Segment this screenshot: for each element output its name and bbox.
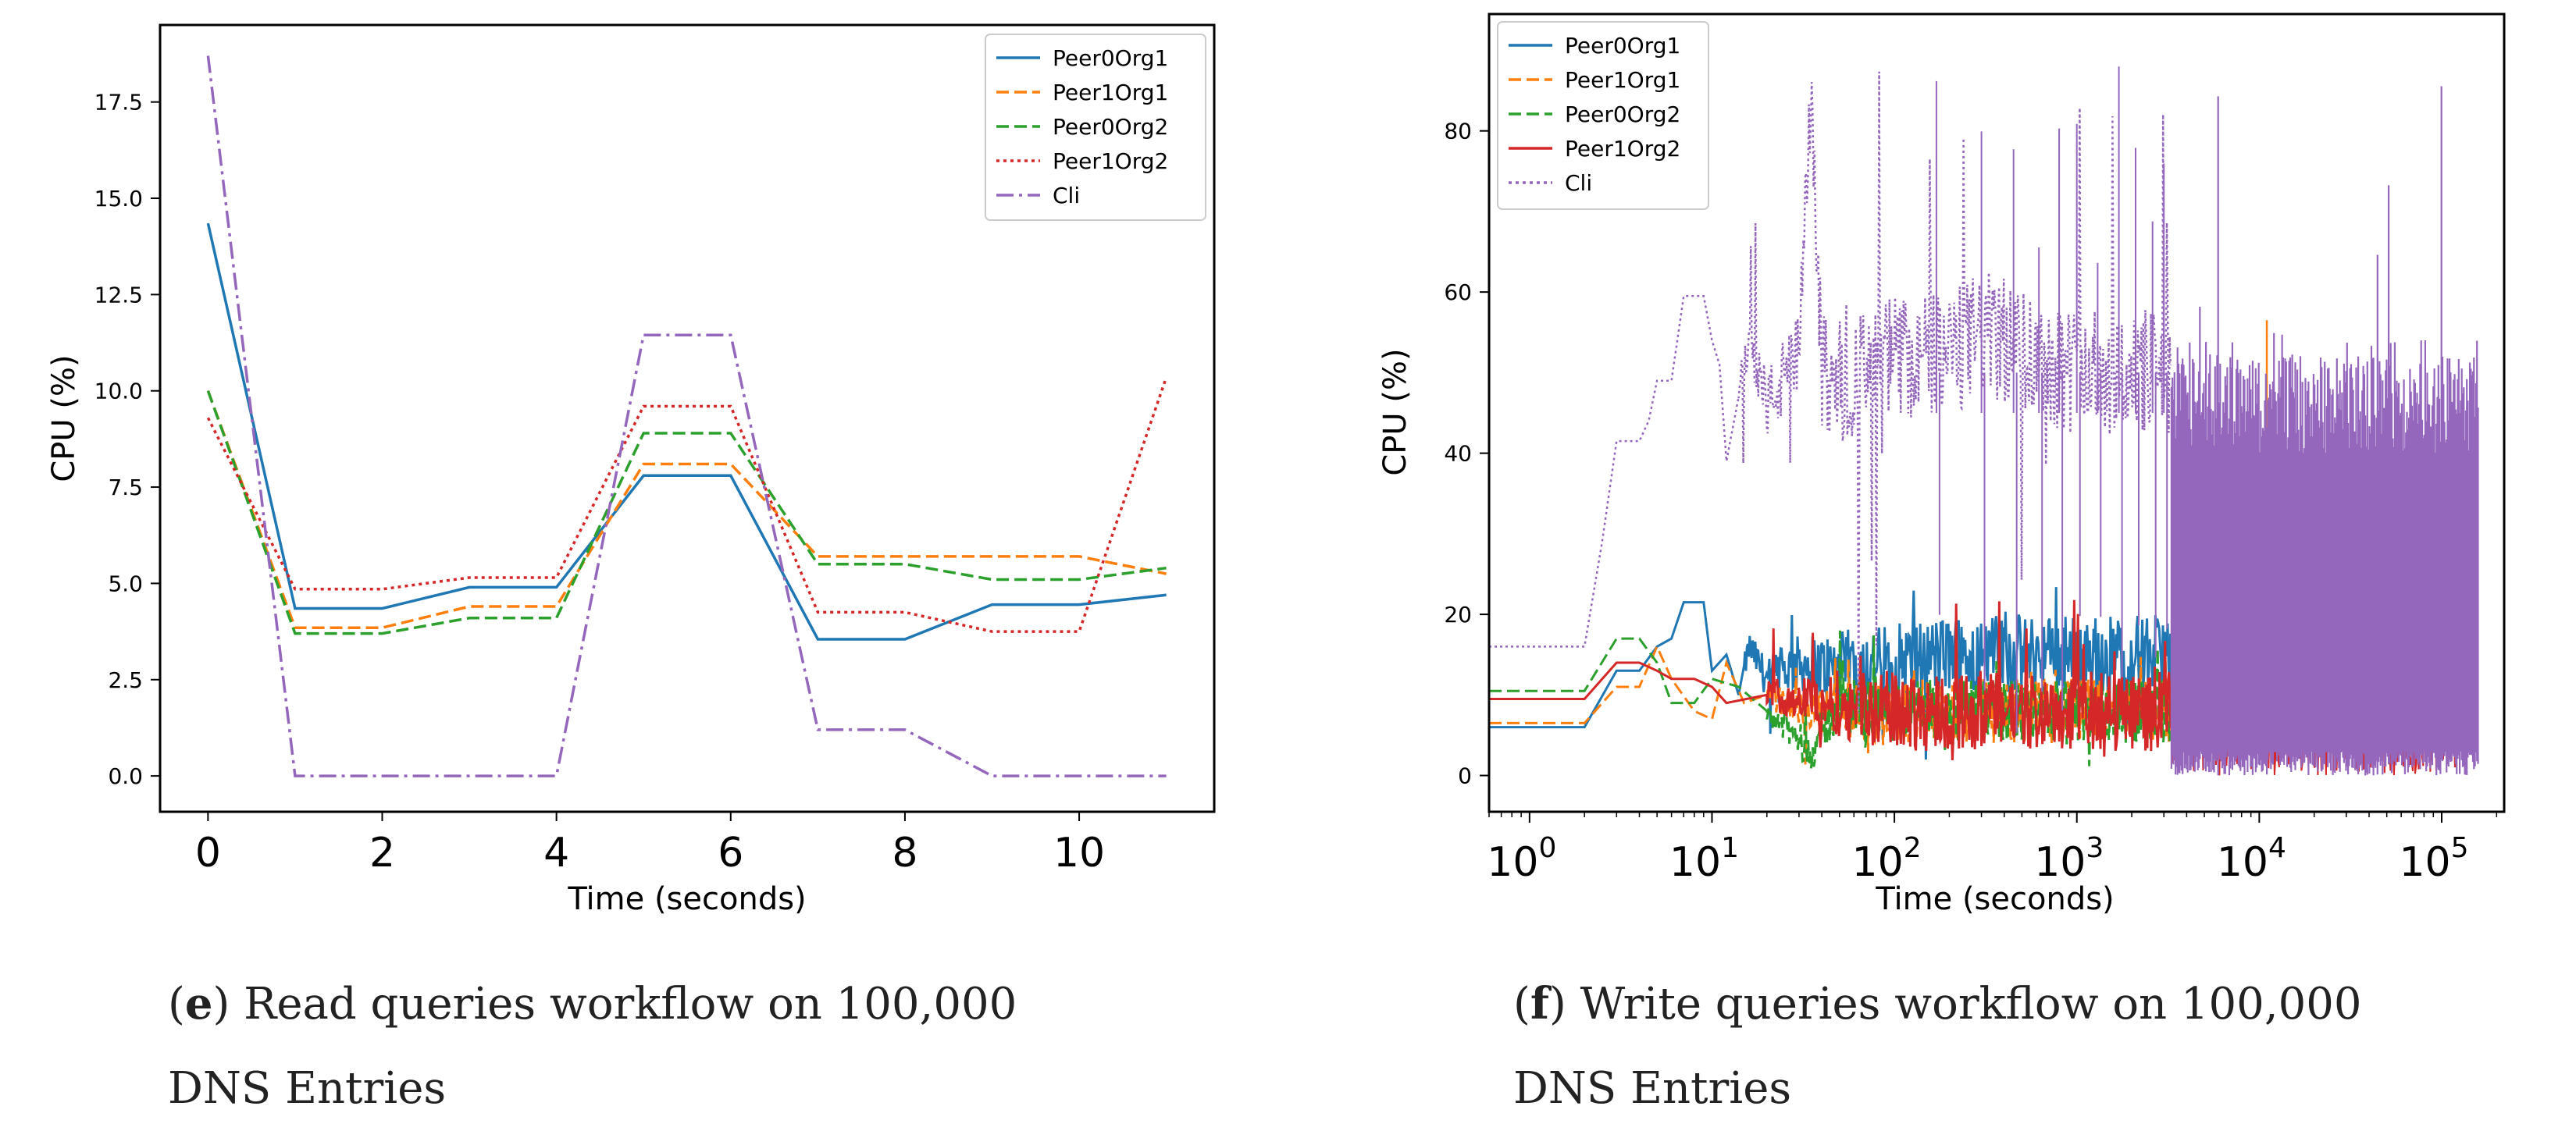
series-line-peer0org2	[206, 390, 1167, 635]
x-tick-label-left: 2	[369, 830, 395, 877]
legend-label-left: Peer1Org1	[1053, 80, 1168, 105]
y-axis-label-right: CPU (%)	[1377, 348, 1413, 475]
y-tick-label-left: 10.0	[94, 379, 143, 404]
series-line-peer1org1	[206, 390, 1167, 629]
right-ticks: 100 101 102 103 104 105 0 20 40 60 80	[1444, 119, 2498, 886]
legend-label-left: Cli	[1053, 183, 1080, 208]
legend-label-right: Peer1Org1	[1565, 67, 1680, 93]
series-line-cli	[206, 55, 1167, 777]
left-ticks: 0 2 4 6 8 10 0.0 2.5 5.0 7.5 10.0 12.5 15.0 17.5	[94, 90, 1105, 877]
x-axis-label-right: Time (seconds)	[1875, 881, 2114, 917]
left-series	[206, 55, 1168, 777]
right-series	[1489, 66, 2479, 776]
x-tick-label-right: 103	[2034, 832, 2104, 886]
legend-box-left	[985, 34, 1206, 221]
y-tick-label-left: 2.5	[108, 667, 143, 693]
x-axis-label-left: Time (seconds)	[567, 881, 806, 917]
series-band-cli	[2170, 86, 2479, 776]
x-tick-label-left: 8	[892, 830, 917, 877]
y-tick-label-left: 5.0	[108, 571, 143, 596]
series-line-cli	[1489, 71, 2172, 714]
series-line-peer0org1	[206, 222, 1167, 641]
y-tick-label-right: 20	[1444, 602, 1472, 628]
caption-right-line1: (f) Write queries workflow on 100,000	[1513, 978, 2362, 1030]
x-tick-label-right: 102	[1852, 832, 1922, 886]
x-tick-label-right: 105	[2399, 832, 2468, 886]
chart-read-queries: 0 2 4 6 8 10 0.0 2.5 5.0 7.5 10.0 12.5 15.0 17.5 Peer…	[46, 23, 1216, 917]
caption-right-line2: DNS Entries	[1513, 1063, 1792, 1114]
y-tick-label-right: 80	[1444, 119, 1472, 144]
y-tick-label-right: 60	[1444, 279, 1472, 305]
y-tick-label-right: 40	[1444, 441, 1472, 467]
y-tick-label-left: 17.5	[94, 90, 143, 116]
y-tick-label-left: 7.5	[108, 475, 143, 500]
legend-label-right: Peer1Org2	[1565, 136, 1680, 162]
legend-label-right: Peer0Org1	[1565, 33, 1680, 59]
series-peaks-cli	[1935, 66, 2168, 734]
legend-right: Peer0Org1 Peer1Org1 Peer0Org2 Peer1Org2 Cli	[1497, 21, 1709, 210]
plot-frame-right	[1488, 12, 2506, 813]
y-tick-label-right: 0	[1458, 763, 1472, 789]
x-tick-label-right: 101	[1669, 832, 1739, 886]
series-line-peer1org2	[1489, 599, 2172, 761]
caption-left-line2: DNS Entries	[168, 1063, 447, 1114]
caption-left-line1: (e) Read queries workflow on 100,000	[168, 978, 1017, 1030]
caption-left-tag: e	[184, 978, 213, 1030]
x-tick-label-left: 4	[543, 830, 569, 877]
caption-right: (f) Write queries workflow on 100,000 DN…	[1513, 962, 2474, 1131]
x-tick-label-left: 10	[1053, 830, 1105, 877]
caption-right-text: Write queries workflow on 100,000	[1580, 979, 2362, 1030]
caption-left: (e) Read queries workflow on 100,000 DNS…	[168, 962, 1128, 1131]
x-tick-label-right: 104	[2217, 832, 2286, 886]
caption-left-text: Read queries workflow on 100,000	[244, 979, 1017, 1030]
legend-label-right: Peer0Org2	[1565, 101, 1680, 127]
plot-frame-left	[159, 23, 1216, 813]
series-line-peer1org2	[206, 376, 1168, 633]
y-axis-label-left: CPU (%)	[46, 354, 82, 482]
legend-label-left: Peer1Org2	[1053, 148, 1168, 174]
x-tick-label-left: 0	[195, 830, 221, 877]
legend-label-right: Cli	[1565, 170, 1592, 196]
y-tick-label-left: 12.5	[94, 282, 143, 308]
caption-right-tag: f	[1530, 978, 1549, 1030]
x-tick-label-right: 100	[1487, 832, 1556, 886]
legend-box-right	[1497, 21, 1709, 210]
legend-label-left: Peer0Org2	[1053, 114, 1168, 140]
y-tick-label-left: 0.0	[108, 763, 143, 789]
series-line-peer0org1	[1489, 587, 2173, 760]
y-tick-label-left: 15.0	[94, 186, 143, 212]
legend-left: Peer0Org1 Peer1Org1 Peer0Org2 Peer1Org2 Cli	[985, 34, 1206, 221]
legend-label-left: Peer0Org1	[1053, 45, 1168, 71]
x-tick-label-left: 6	[718, 830, 743, 877]
